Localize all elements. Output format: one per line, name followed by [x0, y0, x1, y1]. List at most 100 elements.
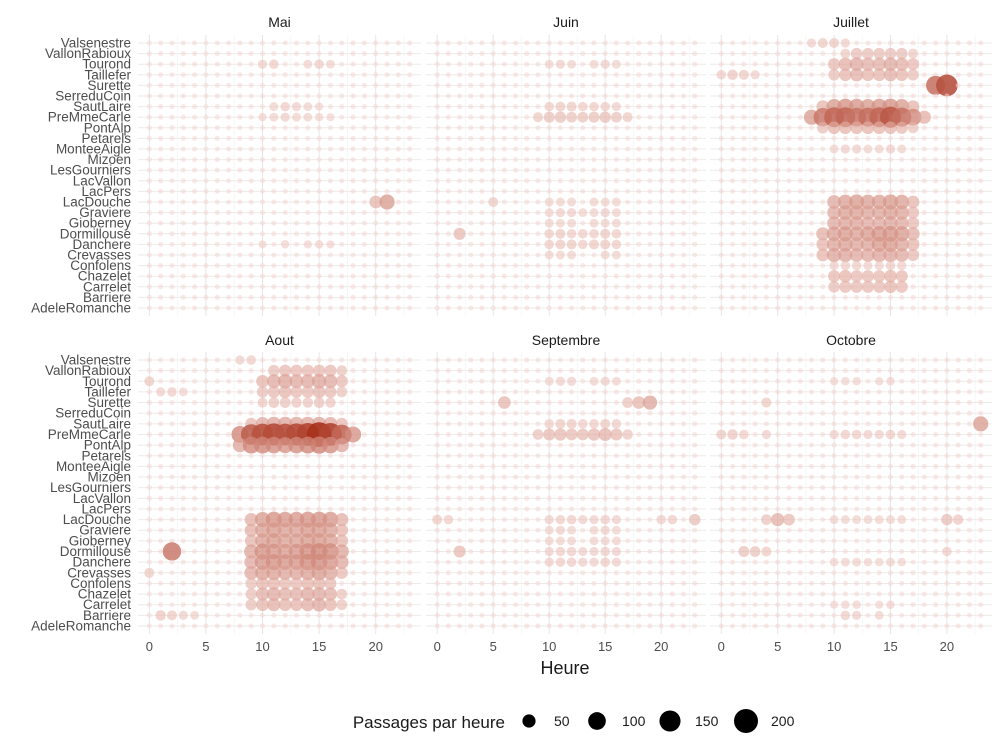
data-point: [146, 146, 152, 152]
data-point: [718, 263, 724, 269]
data-point: [775, 72, 781, 78]
data-point: [966, 570, 972, 576]
data-point: [203, 506, 209, 512]
data-point: [546, 570, 552, 576]
data-point: [271, 612, 277, 618]
data-point: [350, 368, 356, 374]
data-point: [692, 220, 698, 226]
data-point: [158, 61, 164, 67]
data-point: [842, 506, 848, 512]
data-point: [180, 559, 186, 565]
data-point: [158, 400, 164, 406]
points: [146, 40, 413, 311]
data-point: [490, 506, 496, 512]
data-point: [373, 474, 379, 480]
data-point: [361, 549, 367, 555]
data-point: [865, 474, 871, 480]
data-point: [546, 263, 552, 269]
data-point: [826, 247, 842, 263]
data-point: [887, 93, 893, 99]
data-point: [226, 241, 232, 247]
data-point: [146, 61, 152, 67]
data-point: [203, 135, 209, 141]
data-point: [293, 125, 300, 131]
data-point: [658, 273, 664, 279]
data-point: [899, 442, 905, 448]
data-point: [613, 167, 619, 173]
data-point: [434, 93, 440, 99]
data-point: [373, 357, 379, 363]
data-point: [797, 517, 803, 523]
data-point: [933, 146, 939, 152]
data-point: [305, 146, 311, 152]
data-point: [763, 188, 769, 194]
data-point: [681, 570, 687, 576]
data-point: [501, 263, 507, 269]
data-point: [226, 305, 232, 311]
data-point: [316, 453, 322, 459]
data-point: [384, 231, 390, 237]
data-point: [146, 368, 152, 374]
data-point: [730, 146, 736, 152]
data-point: [158, 40, 164, 46]
data-point: [681, 199, 687, 205]
data-point: [226, 284, 232, 290]
data-point: [636, 51, 642, 57]
data-point: [647, 199, 653, 205]
data-point: [611, 208, 621, 218]
data-point: [373, 410, 379, 416]
data-point: [373, 559, 379, 565]
data-point: [611, 229, 622, 239]
data-point: [876, 410, 882, 416]
data-point: [361, 623, 367, 629]
data-point: [546, 178, 552, 184]
data-point: [513, 72, 519, 78]
data-point: [775, 263, 781, 269]
data-point: [524, 82, 530, 88]
data-point: [775, 453, 781, 459]
data-point: [324, 598, 337, 612]
data-point: [226, 93, 232, 99]
data-point: [203, 284, 209, 290]
data-point: [384, 125, 390, 131]
data-point: [248, 506, 254, 512]
data-point: [600, 197, 610, 207]
data-point: [895, 68, 909, 82]
data-point: [786, 506, 792, 512]
data-point: [883, 216, 898, 231]
data-point: [434, 357, 440, 363]
legend-key-100: 100: [588, 712, 646, 730]
data-point: [718, 612, 724, 618]
data-point: [271, 93, 277, 99]
data-point: [978, 506, 984, 512]
data-point: [681, 263, 687, 269]
data-point: [535, 559, 541, 565]
data-point: [933, 580, 939, 586]
data-point: [955, 305, 961, 311]
data-point: [434, 538, 440, 544]
data-point: [305, 157, 311, 163]
data-point: [434, 273, 440, 279]
data-point: [479, 93, 485, 99]
data-point: [180, 125, 186, 131]
y-tick-label: AdeleRomanche: [31, 619, 131, 634]
y-tick-label: PreMmeCarle: [48, 110, 131, 125]
data-point: [445, 93, 451, 99]
data-point: [546, 506, 552, 512]
data-point: [786, 623, 792, 629]
data-point: [602, 591, 608, 597]
data-point: [840, 260, 851, 271]
data-point: [636, 527, 642, 533]
data-point: [490, 178, 496, 184]
data-point: [144, 567, 155, 578]
data-point: [669, 252, 675, 258]
data-point: [350, 104, 356, 110]
data-point: [279, 364, 292, 377]
data-point: [490, 61, 496, 67]
data-point: [591, 284, 597, 290]
data-point: [955, 463, 961, 469]
data-point: [966, 199, 972, 205]
data-point: [887, 178, 893, 184]
data-point: [569, 135, 575, 141]
data-point: [978, 72, 984, 78]
